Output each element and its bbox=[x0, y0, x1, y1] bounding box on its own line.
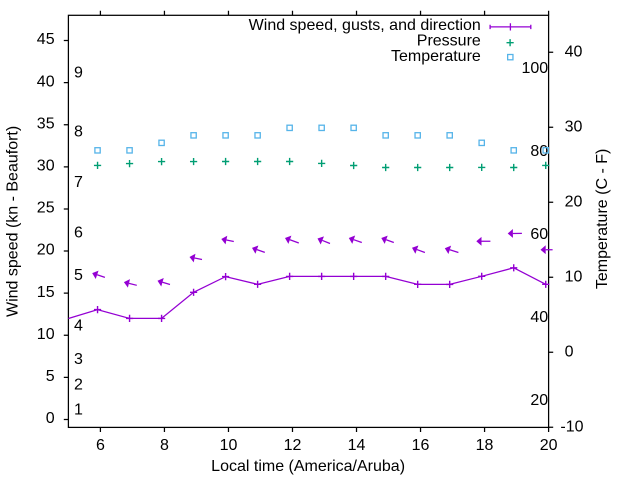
svg-text:5: 5 bbox=[46, 368, 55, 385]
svg-text:7: 7 bbox=[74, 174, 83, 191]
svg-text:6: 6 bbox=[96, 437, 105, 454]
svg-text:6: 6 bbox=[74, 225, 83, 242]
svg-text:10: 10 bbox=[37, 326, 55, 343]
svg-text:-10: -10 bbox=[560, 419, 583, 436]
svg-text:40: 40 bbox=[37, 73, 55, 90]
svg-text:25: 25 bbox=[37, 200, 55, 217]
svg-text:40: 40 bbox=[530, 309, 548, 326]
svg-text:Wind speed (kn - Beaufort): Wind speed (kn - Beaufort) bbox=[5, 126, 22, 317]
svg-text:20: 20 bbox=[37, 242, 55, 259]
svg-text:Local time (America/Aruba): Local time (America/Aruba) bbox=[211, 458, 405, 475]
svg-text:60: 60 bbox=[530, 226, 548, 243]
svg-text:20: 20 bbox=[530, 392, 548, 409]
svg-text:80: 80 bbox=[530, 143, 548, 160]
svg-text:18: 18 bbox=[476, 437, 494, 454]
svg-text:45: 45 bbox=[37, 31, 55, 48]
svg-text:20: 20 bbox=[565, 194, 583, 211]
svg-text:Wind speed, gusts, and directi: Wind speed, gusts, and direction bbox=[249, 17, 481, 34]
svg-text:1: 1 bbox=[74, 402, 83, 419]
svg-text:14: 14 bbox=[348, 437, 366, 454]
svg-text:Temperature: Temperature bbox=[391, 48, 481, 65]
svg-text:9: 9 bbox=[74, 65, 83, 82]
svg-text:10: 10 bbox=[220, 437, 238, 454]
svg-text:0: 0 bbox=[565, 344, 574, 361]
svg-text:5: 5 bbox=[74, 267, 83, 284]
svg-text:Temperature (C - F): Temperature (C - F) bbox=[594, 149, 611, 289]
svg-text:12: 12 bbox=[284, 437, 302, 454]
svg-text:40: 40 bbox=[565, 44, 583, 61]
svg-text:4: 4 bbox=[74, 317, 83, 334]
svg-text:16: 16 bbox=[412, 437, 430, 454]
svg-text:Pressure: Pressure bbox=[417, 33, 481, 50]
svg-text:35: 35 bbox=[37, 115, 55, 132]
svg-text:3: 3 bbox=[74, 351, 83, 368]
svg-text:8: 8 bbox=[160, 437, 169, 454]
svg-text:0: 0 bbox=[46, 410, 55, 427]
svg-text:10: 10 bbox=[565, 269, 583, 286]
svg-text:30: 30 bbox=[565, 119, 583, 136]
svg-text:20: 20 bbox=[540, 437, 558, 454]
svg-text:2: 2 bbox=[74, 376, 83, 393]
svg-text:15: 15 bbox=[37, 284, 55, 301]
svg-text:100: 100 bbox=[521, 60, 548, 77]
svg-text:8: 8 bbox=[74, 124, 83, 141]
svg-text:30: 30 bbox=[37, 157, 55, 174]
